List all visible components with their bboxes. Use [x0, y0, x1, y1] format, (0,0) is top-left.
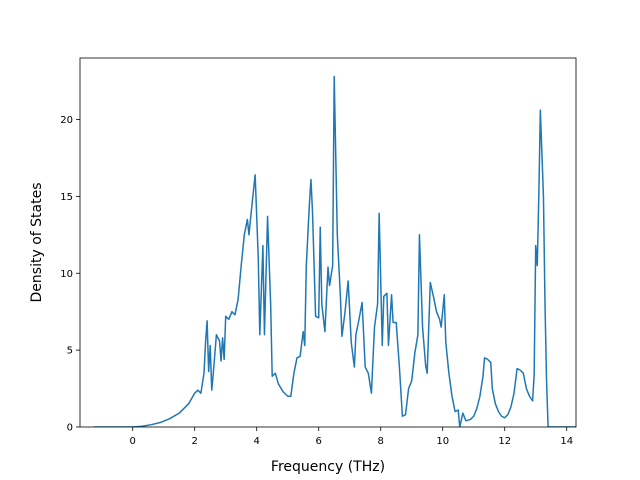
y-tick-label: 10 — [60, 269, 73, 280]
y-axis-label: Density of States — [29, 183, 45, 303]
x-tick-label: 6 — [316, 436, 322, 447]
series-line-0 — [93, 75, 576, 427]
x-axis-ticks: 0 2 4 6 8 10 12 14 — [130, 427, 573, 447]
y-tick-label: 0 — [67, 423, 73, 434]
plot-area — [79, 57, 577, 428]
x-tick-label: 2 — [192, 436, 198, 447]
x-tick-label: 0 — [130, 436, 136, 447]
y-axis-ticks: 0 5 10 15 20 — [60, 115, 80, 434]
x-tick-label: 4 — [254, 436, 260, 447]
x-axis-label: Frequency (THz) — [271, 459, 385, 475]
x-tick-label: 14 — [560, 436, 573, 447]
x-tick-label: 12 — [498, 436, 511, 447]
y-tick-label: 5 — [67, 346, 73, 357]
x-tick-label: 8 — [378, 436, 384, 447]
plot-frame — [79, 57, 577, 428]
y-tick-label: 15 — [60, 192, 73, 203]
y-tick-label: 20 — [60, 115, 73, 126]
x-tick-label: 10 — [436, 436, 449, 447]
